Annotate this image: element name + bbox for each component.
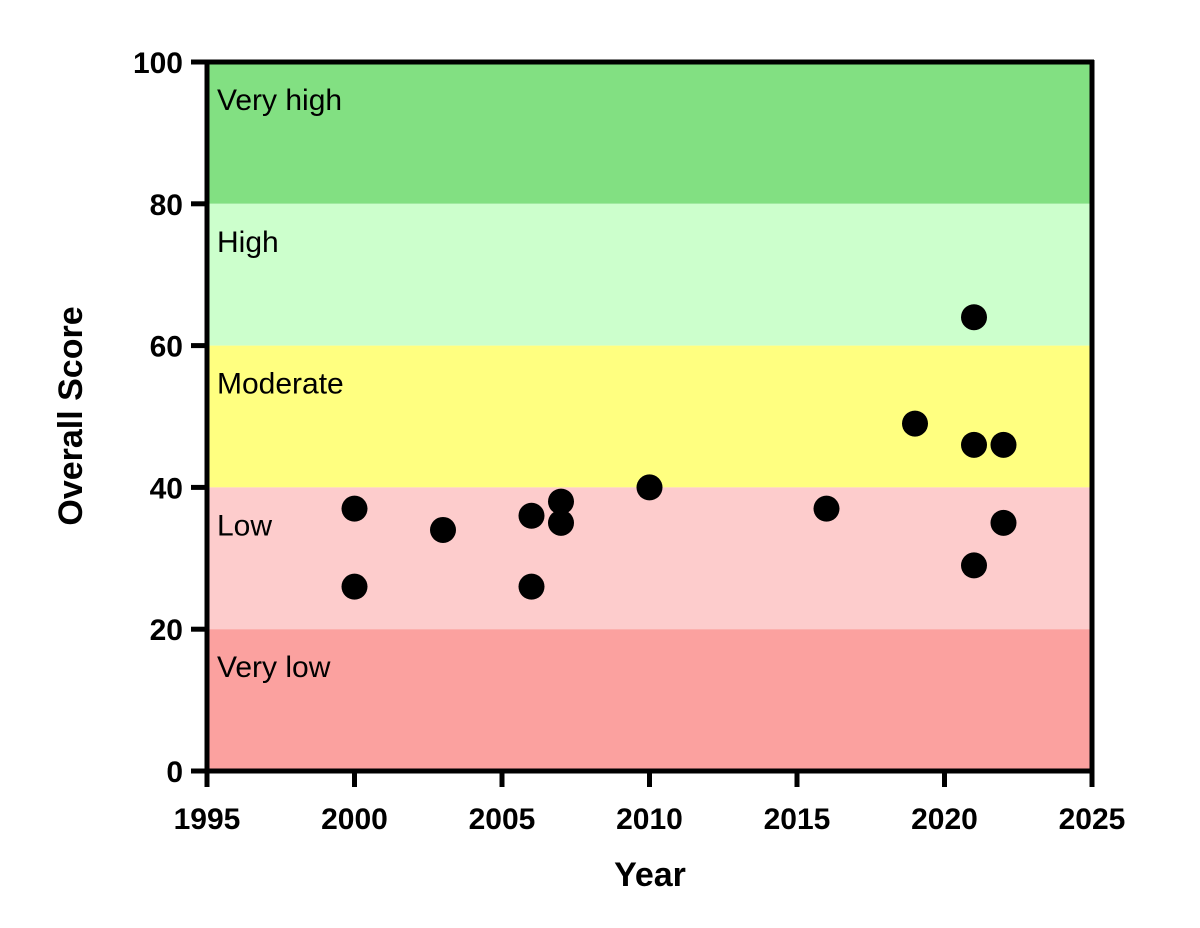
x-tick-label: 2015: [764, 803, 831, 836]
band-label-high: High: [217, 226, 279, 259]
score-bands: [207, 62, 1092, 771]
band-label-very-low: Very low: [217, 651, 331, 684]
band-low: [207, 487, 1092, 630]
x-tick-label: 2000: [321, 803, 388, 836]
y-tick-label: 60: [150, 331, 183, 364]
band-very-low: [207, 629, 1092, 771]
data-point: [548, 509, 574, 536]
y-tick-label: 80: [150, 189, 183, 222]
data-point: [341, 495, 368, 522]
tick-labels: 0 20 40 60 80 100 1995 2000 2005 2010 2015 2020 2025: [133, 47, 1125, 836]
x-tick-label: 2010: [616, 803, 683, 836]
band-labels: Very high High Moderate Low Very low: [217, 84, 344, 684]
data-point: [341, 573, 368, 600]
x-tick-label: 1995: [174, 803, 241, 836]
x-axis-title: Year: [614, 856, 686, 894]
band-label-moderate: Moderate: [217, 368, 344, 401]
x-tick-label: 2025: [1059, 803, 1126, 836]
y-tick-label: 0: [166, 756, 183, 789]
data-point: [902, 410, 928, 437]
data-point: [548, 488, 574, 515]
data-point: [518, 573, 545, 600]
y-tick-label: 40: [150, 472, 183, 505]
band-high: [207, 203, 1092, 346]
y-tick-label: 100: [133, 47, 183, 80]
data-points: [341, 304, 1017, 600]
y-axis-title: Overall Score: [52, 306, 90, 525]
data-point: [518, 502, 545, 529]
data-point: [961, 552, 987, 579]
band-moderate: [207, 345, 1092, 488]
band-very-high: [207, 62, 1092, 204]
band-label-very-high: Very high: [217, 84, 342, 117]
y-tick-label: 20: [150, 614, 183, 647]
data-point: [961, 304, 987, 331]
data-point: [430, 516, 456, 543]
data-point: [961, 431, 987, 458]
data-point: [813, 495, 840, 522]
x-tick-label: 2020: [911, 803, 978, 836]
data-point: [990, 509, 1017, 536]
x-tick-label: 2005: [469, 803, 536, 836]
band-label-low: Low: [217, 509, 272, 542]
data-point: [990, 431, 1017, 458]
data-point: [636, 474, 663, 501]
